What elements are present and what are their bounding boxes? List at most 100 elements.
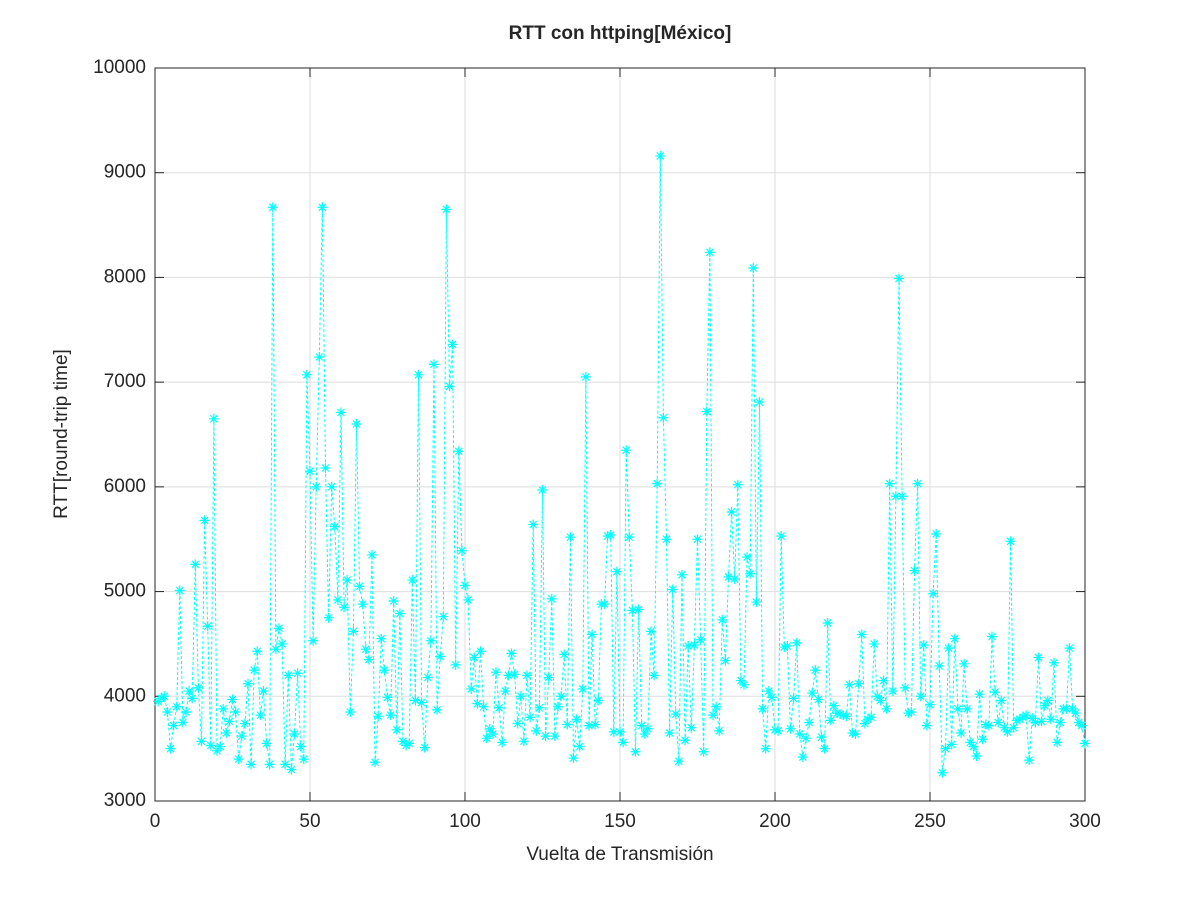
- data-marker: [354, 581, 365, 592]
- data-marker: [974, 689, 985, 700]
- data-marker: [556, 691, 567, 702]
- data-marker: [912, 478, 923, 489]
- data-marker: [940, 743, 951, 754]
- data-marker: [1008, 722, 1019, 733]
- data-marker: [376, 633, 387, 644]
- data-marker: [308, 635, 319, 646]
- data-marker: [404, 738, 415, 749]
- data-marker: [602, 531, 613, 542]
- data-marker: [822, 617, 833, 628]
- data-marker: [636, 720, 647, 731]
- data-marker: [661, 534, 672, 545]
- data-marker: [751, 597, 762, 608]
- data-marker: [177, 717, 188, 728]
- data-marker: [853, 678, 864, 689]
- data-marker: [1011, 715, 1022, 726]
- data-marker: [875, 695, 886, 706]
- data-marker: [413, 369, 424, 380]
- x-tick-label: 150: [604, 811, 636, 832]
- data-marker: [810, 665, 821, 676]
- data-marker: [615, 726, 625, 737]
- data-marker: [444, 381, 455, 392]
- x-tick-label: 250: [914, 811, 946, 832]
- data-marker: [314, 352, 325, 363]
- data-marker: [571, 714, 582, 725]
- data-marker: [298, 754, 309, 765]
- data-marker: [165, 743, 176, 754]
- data-marker: [897, 491, 908, 502]
- data-marker: [329, 521, 340, 532]
- data-marker: [360, 644, 371, 655]
- data-marker: [332, 594, 343, 605]
- x-axis-label: Vuelta de Transmisión: [526, 844, 713, 865]
- data-marker: [900, 682, 911, 693]
- data-marker: [680, 735, 691, 746]
- data-marker: [921, 720, 932, 731]
- data-marker: [345, 706, 356, 717]
- data-marker: [794, 728, 805, 739]
- y-tick-label: 5000: [104, 581, 146, 602]
- x-tick-label: 0: [150, 811, 161, 832]
- data-marker: [1039, 700, 1050, 711]
- data-marker: [993, 717, 1004, 728]
- data-marker: [230, 706, 241, 717]
- data-marker: [742, 552, 753, 563]
- data-marker: [515, 691, 526, 702]
- data-marker: [689, 639, 700, 650]
- data-marker: [1076, 720, 1087, 731]
- data-marker: [357, 599, 368, 610]
- data-marker: [962, 703, 973, 714]
- data-marker: [804, 717, 815, 728]
- data-marker: [512, 718, 523, 729]
- data-marker: [813, 694, 824, 705]
- data-marker: [491, 667, 501, 678]
- y-tick-label: 4000: [104, 685, 146, 706]
- data-marker: [239, 718, 250, 729]
- data-marker: [903, 708, 914, 719]
- data-marker: [171, 701, 182, 712]
- data-marker: [363, 654, 374, 665]
- data-marker: [1021, 710, 1032, 721]
- data-marker: [708, 710, 718, 721]
- data-marker: [422, 672, 433, 683]
- data-marker: [720, 655, 731, 666]
- data-marker: [925, 699, 935, 710]
- data-marker: [497, 737, 508, 748]
- data-marker: [757, 703, 768, 714]
- data-marker: [295, 741, 306, 752]
- data-marker: [487, 728, 498, 739]
- data-marker: [816, 732, 827, 743]
- data-marker: [847, 727, 858, 738]
- data-marker: [385, 710, 396, 721]
- data-marker: [466, 683, 477, 694]
- data-marker: [494, 702, 505, 713]
- data-marker: [394, 608, 405, 619]
- data-marker: [949, 633, 960, 644]
- data-marker: [983, 720, 994, 731]
- data-marker: [785, 723, 796, 734]
- data-marker: [1027, 713, 1038, 724]
- data-marker: [580, 371, 591, 382]
- data-marker: [280, 759, 291, 770]
- data-marker: [593, 695, 604, 706]
- data-marker: [835, 709, 846, 720]
- data-marker: [326, 481, 337, 492]
- data-marker: [605, 530, 616, 541]
- data-marker: [388, 595, 399, 606]
- data-marker: [506, 648, 517, 659]
- data-marker: [844, 679, 855, 690]
- data-marker: [655, 150, 666, 161]
- y-axis-label: RTT[round-trip time]: [51, 349, 72, 519]
- data-marker: [915, 691, 926, 702]
- data-marker: [869, 638, 880, 649]
- data-marker: [639, 728, 650, 739]
- data-marker: [856, 629, 867, 640]
- data-marker: [664, 727, 675, 738]
- data-marker: [184, 686, 195, 697]
- data-marker: [401, 740, 412, 751]
- x-tick-label: 300: [1069, 811, 1101, 832]
- data-marker: [621, 445, 632, 456]
- data-marker: [584, 720, 594, 731]
- data-marker: [553, 701, 563, 712]
- data-marker: [202, 621, 213, 632]
